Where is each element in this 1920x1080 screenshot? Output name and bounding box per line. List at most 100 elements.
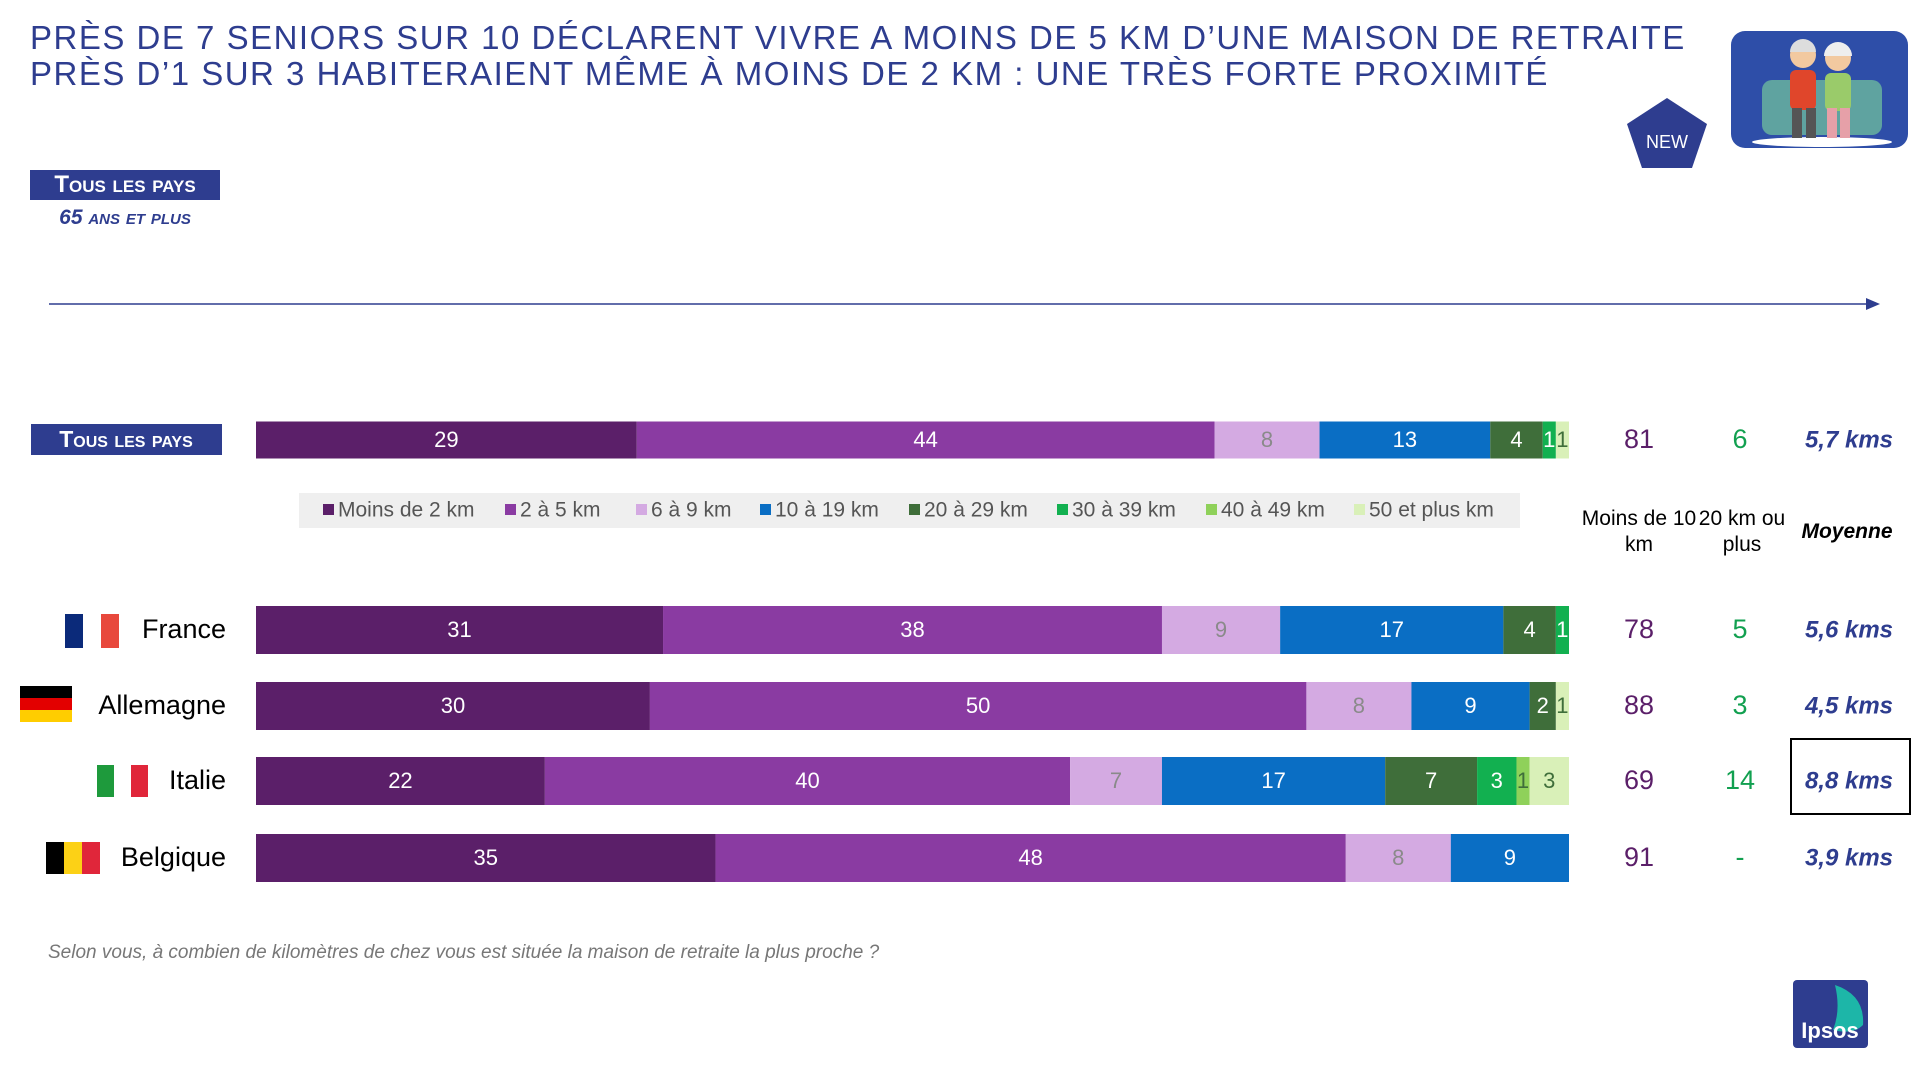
bar-label: 1 [1556,427,1568,452]
bar-label: 38 [900,617,924,642]
column-value: 8,8 kms [1805,767,1893,794]
bar-segment [1516,757,1530,805]
bar-label: 22 [388,768,412,793]
bar-segment [256,757,545,805]
column-value: 5 [1732,614,1747,644]
bar-label: 3 [1543,768,1555,793]
illustration [1731,31,1908,148]
bar-label: 9 [1215,617,1227,642]
column-value: 3 [1732,690,1747,720]
column-value: 88 [1624,690,1654,720]
column-value: - [1736,842,1745,872]
bar-label: 8 [1392,845,1404,870]
bar-label: 44 [913,427,937,452]
bar-segment [1161,606,1281,654]
legend-swatch [323,504,334,515]
bar-segment [1214,421,1320,459]
category-label: France [142,614,226,644]
question: Selon vous, à combien de kilomètres de c… [48,942,880,963]
column-value: 3,9 kms [1805,844,1893,871]
bar-segment [1503,606,1556,654]
badge-shape [1627,98,1707,168]
legend-label: 50 et plus km [1369,499,1494,522]
bar-label: 1 [1556,617,1568,642]
flag-belgium [46,842,100,874]
column-value: 91 [1624,842,1654,872]
bar-label: 17 [1380,617,1404,642]
scope-title: Tous les pays [30,170,220,200]
bar-segment [256,606,664,654]
category-box [31,424,222,455]
bar-label: 4 [1510,427,1522,452]
scope-subtitle: 65 ans et plus [59,206,191,229]
bar-label: 9 [1464,693,1476,718]
bar-label: 1 [1556,693,1568,718]
bar-label: 2 [1537,693,1549,718]
category-label: Allemagne [98,690,226,720]
title-line: PRÈS DE 7 SENIORS SUR 10 DÉCLARENT VIVRE… [30,19,1686,56]
bar-label: 35 [474,845,498,870]
bar-segment [1411,682,1530,730]
legend-swatch [1206,504,1217,515]
legend-label: Moins de 2 km [338,499,475,522]
bar-segment [636,421,1215,459]
bar-segment [1490,421,1543,459]
category-label: Tous les pays [59,426,193,452]
bar-label: 1 [1543,427,1555,452]
bar-label: 31 [447,617,471,642]
bar-segment [1385,757,1478,805]
legend-swatch [1057,504,1068,515]
column-header: Moyenne [1801,520,1893,543]
bar-segment [663,606,1162,654]
legend-swatch [909,504,920,515]
legend-swatch [1354,504,1365,515]
bar-label: 48 [1018,845,1042,870]
column-value: 6 [1732,424,1747,454]
title: PRÈS DE 7 SENIORS SUR 10 DÉCLARENT VIVRE… [30,20,1686,92]
legend-label: 2 à 5 km [520,499,601,522]
highlight-box [1790,738,1911,815]
bar-segment [1319,421,1491,459]
bar-label: 7 [1110,768,1122,793]
logo: Ipsos [1793,980,1868,1048]
legend-label: 6 à 9 km [651,499,732,522]
legend-swatch [760,504,771,515]
title-line: PRÈS D’1 SUR 3 HABITERAIENT MÊME À MOINS… [30,55,1549,92]
legend-label: 40 à 49 km [1221,499,1325,522]
flag-france [65,614,119,648]
bar-label: 29 [434,427,458,452]
column-value: 14 [1725,765,1755,795]
logo-text: Ipsos [1801,1018,1858,1043]
bar-label: 3 [1491,768,1503,793]
badge-text: NEW [1646,132,1688,152]
column-value: 81 [1624,424,1654,454]
category-label: Italie [169,765,226,795]
bar-label: 13 [1393,427,1417,452]
column-header: 20 km ou plus [1698,507,1786,556]
flag-germany [20,686,72,722]
bar-label: 17 [1261,768,1285,793]
legend-label: 30 à 39 km [1072,499,1176,522]
bar-segment [1555,421,1569,459]
bar-label: 30 [441,693,465,718]
bar-label: 40 [795,768,819,793]
column-value: 78 [1624,614,1654,644]
bar-segment [1280,606,1504,654]
bar-segment [1450,834,1569,882]
bar-label: 8 [1353,693,1365,718]
bar-segment [256,834,716,882]
column-value: 69 [1624,765,1654,795]
bar-segment [1555,682,1569,730]
bar-segment [1070,757,1162,805]
bar-segment [256,682,650,730]
legend-label: 10 à 19 km [775,499,879,522]
legend-swatch [636,504,647,515]
arrow-head [1866,298,1880,310]
column-value: 5,7 kms [1805,426,1893,453]
bar-segment [1529,757,1569,805]
bar-segment [1161,757,1386,805]
column-header: Moins de 10 km [1581,507,1697,556]
bar-segment [1477,757,1517,805]
